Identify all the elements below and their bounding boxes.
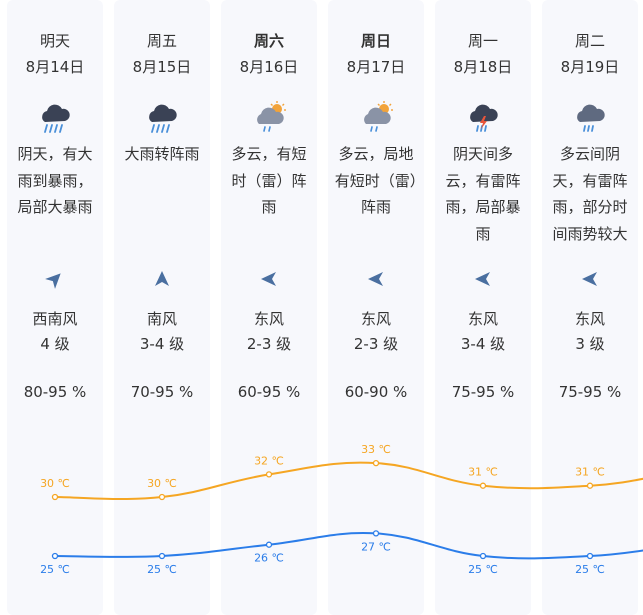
high-temp-point: [479, 482, 487, 489]
low-temp-point: [51, 552, 59, 560]
wind-direction-label: 东风: [253, 310, 284, 328]
high-temp-label: 30 ℃: [40, 477, 70, 490]
wind-direction-label: 东风: [467, 310, 498, 328]
forecast-day-column: 周六 8月16日多云，有短时（雷）阵雨东风 2-3 级 60-95 %: [221, 0, 317, 615]
high-temp-label: 31 ℃: [468, 466, 498, 479]
date-label: 8月17日: [346, 58, 406, 76]
humidity-label: 70-95 %: [130, 383, 194, 401]
wind-arrow-icon: [155, 271, 169, 286]
humidity-label: 75-95 %: [558, 383, 622, 401]
low-temp-point: [265, 541, 273, 548]
low-temp-label: 25 ℃: [468, 563, 498, 576]
heavy-rain-icon: [149, 104, 177, 133]
high-temp-label: 32 ℃: [254, 454, 284, 467]
day-label: 周二: [574, 32, 605, 50]
wind-level-label: 2-3 级: [353, 335, 399, 353]
high-temp-point: [586, 482, 594, 489]
wind-arrow-icon: [45, 273, 61, 289]
forecast-day-column: 明天 8月14日阴天，有大雨到暴雨，局部大暴雨西南风 4 级 80-95 %: [7, 0, 103, 615]
thunderstorm-icon: [470, 104, 498, 132]
high-temp-point: [158, 493, 166, 501]
high-temp-point: [265, 471, 273, 478]
low-temp-line: [54, 532, 643, 560]
wind-arrow-icon: [475, 272, 490, 286]
day-label: 明天: [39, 32, 70, 50]
wind-level-label: 3 级: [575, 335, 605, 353]
wind-arrow-icon: [368, 272, 383, 286]
day-label: 周五: [146, 32, 177, 50]
high-temp-label: 30 ℃: [147, 477, 177, 490]
low-temp-label: 27 ℃: [361, 540, 391, 553]
low-temp-label: 26 ℃: [254, 552, 284, 565]
date-label: 8月16日: [239, 58, 299, 76]
weather-description: 阴天间多云，有雷阵雨，局部暴雨: [445, 145, 521, 243]
day-label: 周一: [467, 32, 498, 50]
heavy-rain-icon: [42, 104, 70, 133]
date-label: 8月14日: [25, 58, 85, 76]
day-label: 周日: [360, 32, 391, 50]
high-temp-point: [372, 459, 380, 467]
cloud-rain-icon: [577, 104, 605, 132]
weather-description: 阴天，有大雨到暴雨，局部大暴雨: [17, 145, 93, 216]
low-temp-point: [586, 552, 594, 560]
wind-direction-label: 西南风: [32, 310, 78, 328]
forecast-day-column: 周五 8月15日大雨转阵雨南风 3-4 级 70-95 %: [114, 0, 210, 615]
humidity-label: 60-90 %: [344, 383, 408, 401]
wind-direction-label: 南风: [146, 310, 177, 328]
weather-description: 多云，局地有短时（雷）阵雨: [334, 145, 418, 216]
wind-arrow-icon: [261, 272, 276, 286]
wind-level-label: 3-4 级: [460, 335, 506, 353]
forecast-day-column: 周日 8月17日多云，局地有短时（雷）阵雨东风 2-3 级 60-90 %: [328, 0, 424, 615]
wind-arrow-icon: [582, 272, 597, 286]
humidity-label: 75-95 %: [451, 383, 515, 401]
weather-description: 多云间阴天，有雷阵雨，部分时间雨势较大: [552, 145, 628, 243]
humidity-label: 80-95 %: [23, 383, 87, 401]
wind-direction-label: 东风: [360, 310, 391, 328]
forecast-day-column: 周一 8月18日阴天间多云，有雷阵雨，局部暴雨东风 3-4 级 75-95 %: [435, 0, 531, 615]
high-temp-point: [51, 493, 59, 501]
low-temp-label: 25 ℃: [147, 563, 177, 576]
forecast-day-column: 周二 8月19日多云间阴天，有雷阵雨，部分时间雨势较大东风 3 级 75-95 %: [542, 0, 638, 615]
wind-level-label: 2-3 级: [246, 335, 292, 353]
low-temp-label: 25 ℃: [40, 563, 70, 576]
high-temp-label: 33 ℃: [361, 443, 391, 456]
wind-level-label: 3-4 级: [139, 335, 185, 353]
weather-description: 大雨转阵雨: [124, 145, 200, 163]
sun-cloud-rain-icon: [257, 101, 286, 132]
sun-cloud-rain-icon: [364, 101, 393, 132]
high-temp-line: [54, 461, 643, 500]
wind-direction-label: 东风: [574, 310, 605, 328]
low-temp-point: [158, 552, 166, 560]
date-label: 8月15日: [132, 58, 192, 76]
day-label: 周六: [253, 32, 284, 50]
low-temp-label: 25 ℃: [575, 563, 605, 576]
weather-description: 多云，有短时（雷）阵雨: [231, 145, 307, 216]
humidity-label: 60-95 %: [237, 383, 301, 401]
low-temp-point: [479, 552, 487, 560]
date-label: 8月18日: [453, 58, 513, 76]
high-temp-label: 31 ℃: [575, 466, 605, 479]
wind-level-label: 4 级: [40, 335, 70, 353]
date-label: 8月19日: [560, 58, 620, 76]
low-temp-point: [372, 530, 380, 537]
